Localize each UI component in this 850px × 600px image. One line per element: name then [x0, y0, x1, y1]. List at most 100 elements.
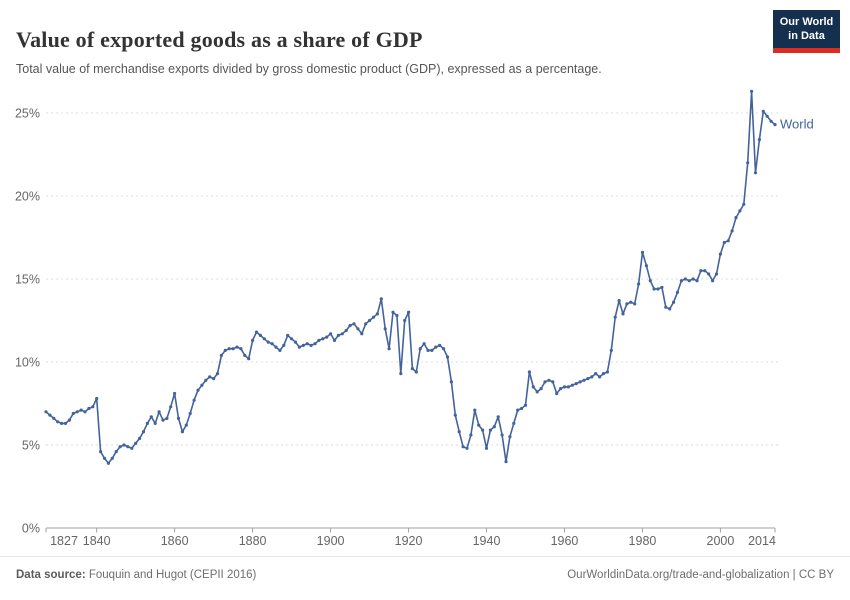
data-point [75, 410, 79, 414]
data-point [247, 357, 251, 361]
data-point [703, 269, 707, 273]
data-point [555, 391, 559, 396]
data-point [562, 385, 567, 389]
data-point [445, 355, 450, 359]
data-point [551, 380, 555, 384]
data-point [395, 313, 399, 318]
data-point [707, 272, 711, 276]
data-point [699, 269, 703, 273]
y-axis-tick-label: 20% [15, 190, 40, 204]
data-source-label: Data source: [16, 569, 86, 581]
data-point [414, 370, 418, 374]
data-point [208, 375, 212, 379]
owid-logo-line1: Our World [779, 15, 834, 28]
data-point [726, 239, 730, 243]
data-point [83, 410, 87, 414]
data-point [734, 216, 738, 220]
data-point [278, 348, 282, 352]
data-point [410, 367, 414, 371]
data-point [356, 327, 360, 331]
data-point [484, 446, 489, 450]
data-point [578, 380, 582, 384]
footer-link[interactable]: OurWorldinData.org/trade-and-globalizati… [567, 569, 834, 581]
data-point [473, 408, 477, 412]
data-point [375, 312, 379, 316]
data-point [504, 460, 508, 464]
data-point [738, 209, 742, 213]
data-point [714, 272, 719, 276]
data-point [153, 421, 157, 425]
data-point [769, 119, 773, 123]
data-point [488, 428, 492, 432]
data-point [161, 418, 165, 422]
data-point [262, 337, 266, 341]
data-point [48, 413, 52, 417]
y-axis-tick-label: 0% [22, 522, 40, 536]
data-point [368, 318, 372, 323]
data-point [730, 229, 734, 233]
data-point [231, 347, 235, 351]
data-point [286, 333, 290, 337]
data-point [110, 456, 114, 460]
data-point [91, 405, 95, 409]
data-point [360, 332, 364, 336]
data-point [219, 353, 223, 357]
data-point [254, 330, 259, 334]
data-point [243, 353, 247, 357]
data-point [629, 300, 633, 304]
data-point [652, 287, 656, 291]
data-point [543, 380, 547, 384]
data-point [379, 297, 383, 301]
data-line-world [45, 90, 776, 465]
data-point [270, 342, 274, 346]
chart-footer: Data source: Fouquin and Hugot (CEPII 20… [0, 556, 850, 600]
data-point [442, 347, 446, 351]
owid-logo: Our World in Data [773, 10, 840, 53]
x-axis-tick-label: 1900 [317, 534, 345, 548]
data-point [145, 421, 149, 425]
data-point [387, 347, 391, 351]
data-point [559, 387, 563, 391]
data-point [765, 114, 769, 118]
data-point [305, 342, 309, 346]
data-point [122, 443, 126, 447]
data-point [118, 445, 122, 449]
series-end-label: World [780, 117, 814, 132]
data-point [516, 408, 520, 412]
data-point [364, 322, 368, 326]
data-point [672, 300, 676, 304]
data-point [527, 370, 532, 374]
data-source-note: Data source: Fouquin and Hugot (CEPII 20… [16, 569, 256, 581]
y-axis-tick-label: 10% [15, 356, 40, 370]
data-point [722, 240, 726, 245]
data-point [644, 264, 649, 268]
data-point [321, 337, 325, 341]
x-axis-tick-label: 2014 [748, 534, 776, 548]
data-point [114, 450, 118, 454]
data-point [640, 250, 645, 254]
data-point [227, 347, 231, 351]
data-point [180, 430, 184, 434]
data-point [212, 377, 216, 381]
data-point [165, 416, 169, 420]
data-point [348, 323, 352, 328]
data-point [313, 342, 317, 346]
data-point [453, 413, 457, 417]
data-point [535, 390, 539, 394]
data-point [668, 307, 672, 311]
x-axis-tick-label: 2000 [707, 534, 735, 548]
data-point [625, 302, 629, 306]
data-point [613, 315, 617, 319]
data-point [407, 310, 411, 314]
data-point [449, 380, 453, 384]
data-point [371, 315, 376, 319]
data-point [282, 343, 286, 347]
x-axis-tick-label: 1980 [629, 534, 657, 548]
data-point [621, 312, 625, 316]
owid-url-link[interactable]: OurWorldinData.org/trade-and-globalizati… [567, 569, 834, 581]
data-point [594, 372, 598, 376]
data-point [44, 410, 48, 414]
data-point [293, 340, 298, 344]
data-point [750, 89, 754, 93]
